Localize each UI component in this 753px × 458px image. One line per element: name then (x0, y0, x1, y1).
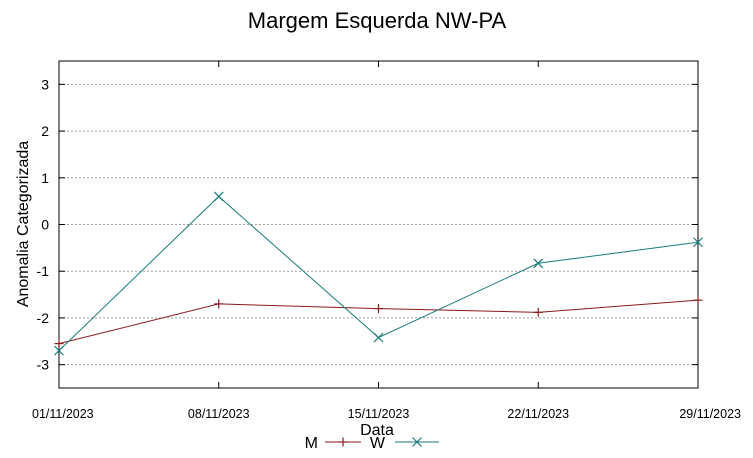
series-line-w (58, 195, 699, 351)
y-tick-label: 3 (41, 76, 49, 92)
data-point-m (374, 304, 383, 314)
plot-frame (58, 60, 699, 389)
data-point-w (533, 258, 544, 269)
data-point-m (693, 295, 703, 305)
y-tick-label: -2 (37, 310, 50, 326)
x-tick-label: 22/11/2023 (507, 407, 569, 421)
x-tick-label: 15/11/2023 (348, 407, 410, 421)
x-tick-label: 29/11/2023 (679, 407, 741, 421)
data-point-w (693, 237, 703, 248)
data-point-w (213, 191, 224, 202)
x-axis: 01/11/2023 08/11/2023 15/11/2023 22/11/2023… (32, 61, 741, 421)
y-tick-label: -1 (37, 263, 50, 279)
x-axis-label: Data (360, 422, 394, 439)
data-point-m (54, 339, 64, 349)
legend-label: M (305, 435, 318, 452)
data-point-m (533, 307, 543, 317)
data-point-w (373, 332, 384, 343)
x-tick-label: 08/11/2023 (188, 407, 250, 421)
y-axis-label: Anomalia Categorizada (15, 141, 32, 307)
y-tick-label: 0 (41, 217, 49, 233)
legend-marker (412, 437, 422, 447)
data-point-m (214, 299, 224, 309)
legend-marker (338, 437, 348, 447)
series-layer (54, 191, 703, 356)
chart-title: Margem Esquerda NW-PA (248, 8, 507, 33)
grid-lines (59, 83, 698, 366)
y-tick-label: 2 (41, 123, 49, 139)
x-tick-label: 01/11/2023 (32, 407, 94, 421)
y-tick-label: 1 (41, 170, 49, 186)
y-axis: -3 -2 -1 0 1 2 3 (37, 76, 698, 373)
y-tick-label: -3 (37, 357, 50, 373)
data-point-w (54, 345, 64, 356)
legend-label: W (370, 435, 386, 452)
